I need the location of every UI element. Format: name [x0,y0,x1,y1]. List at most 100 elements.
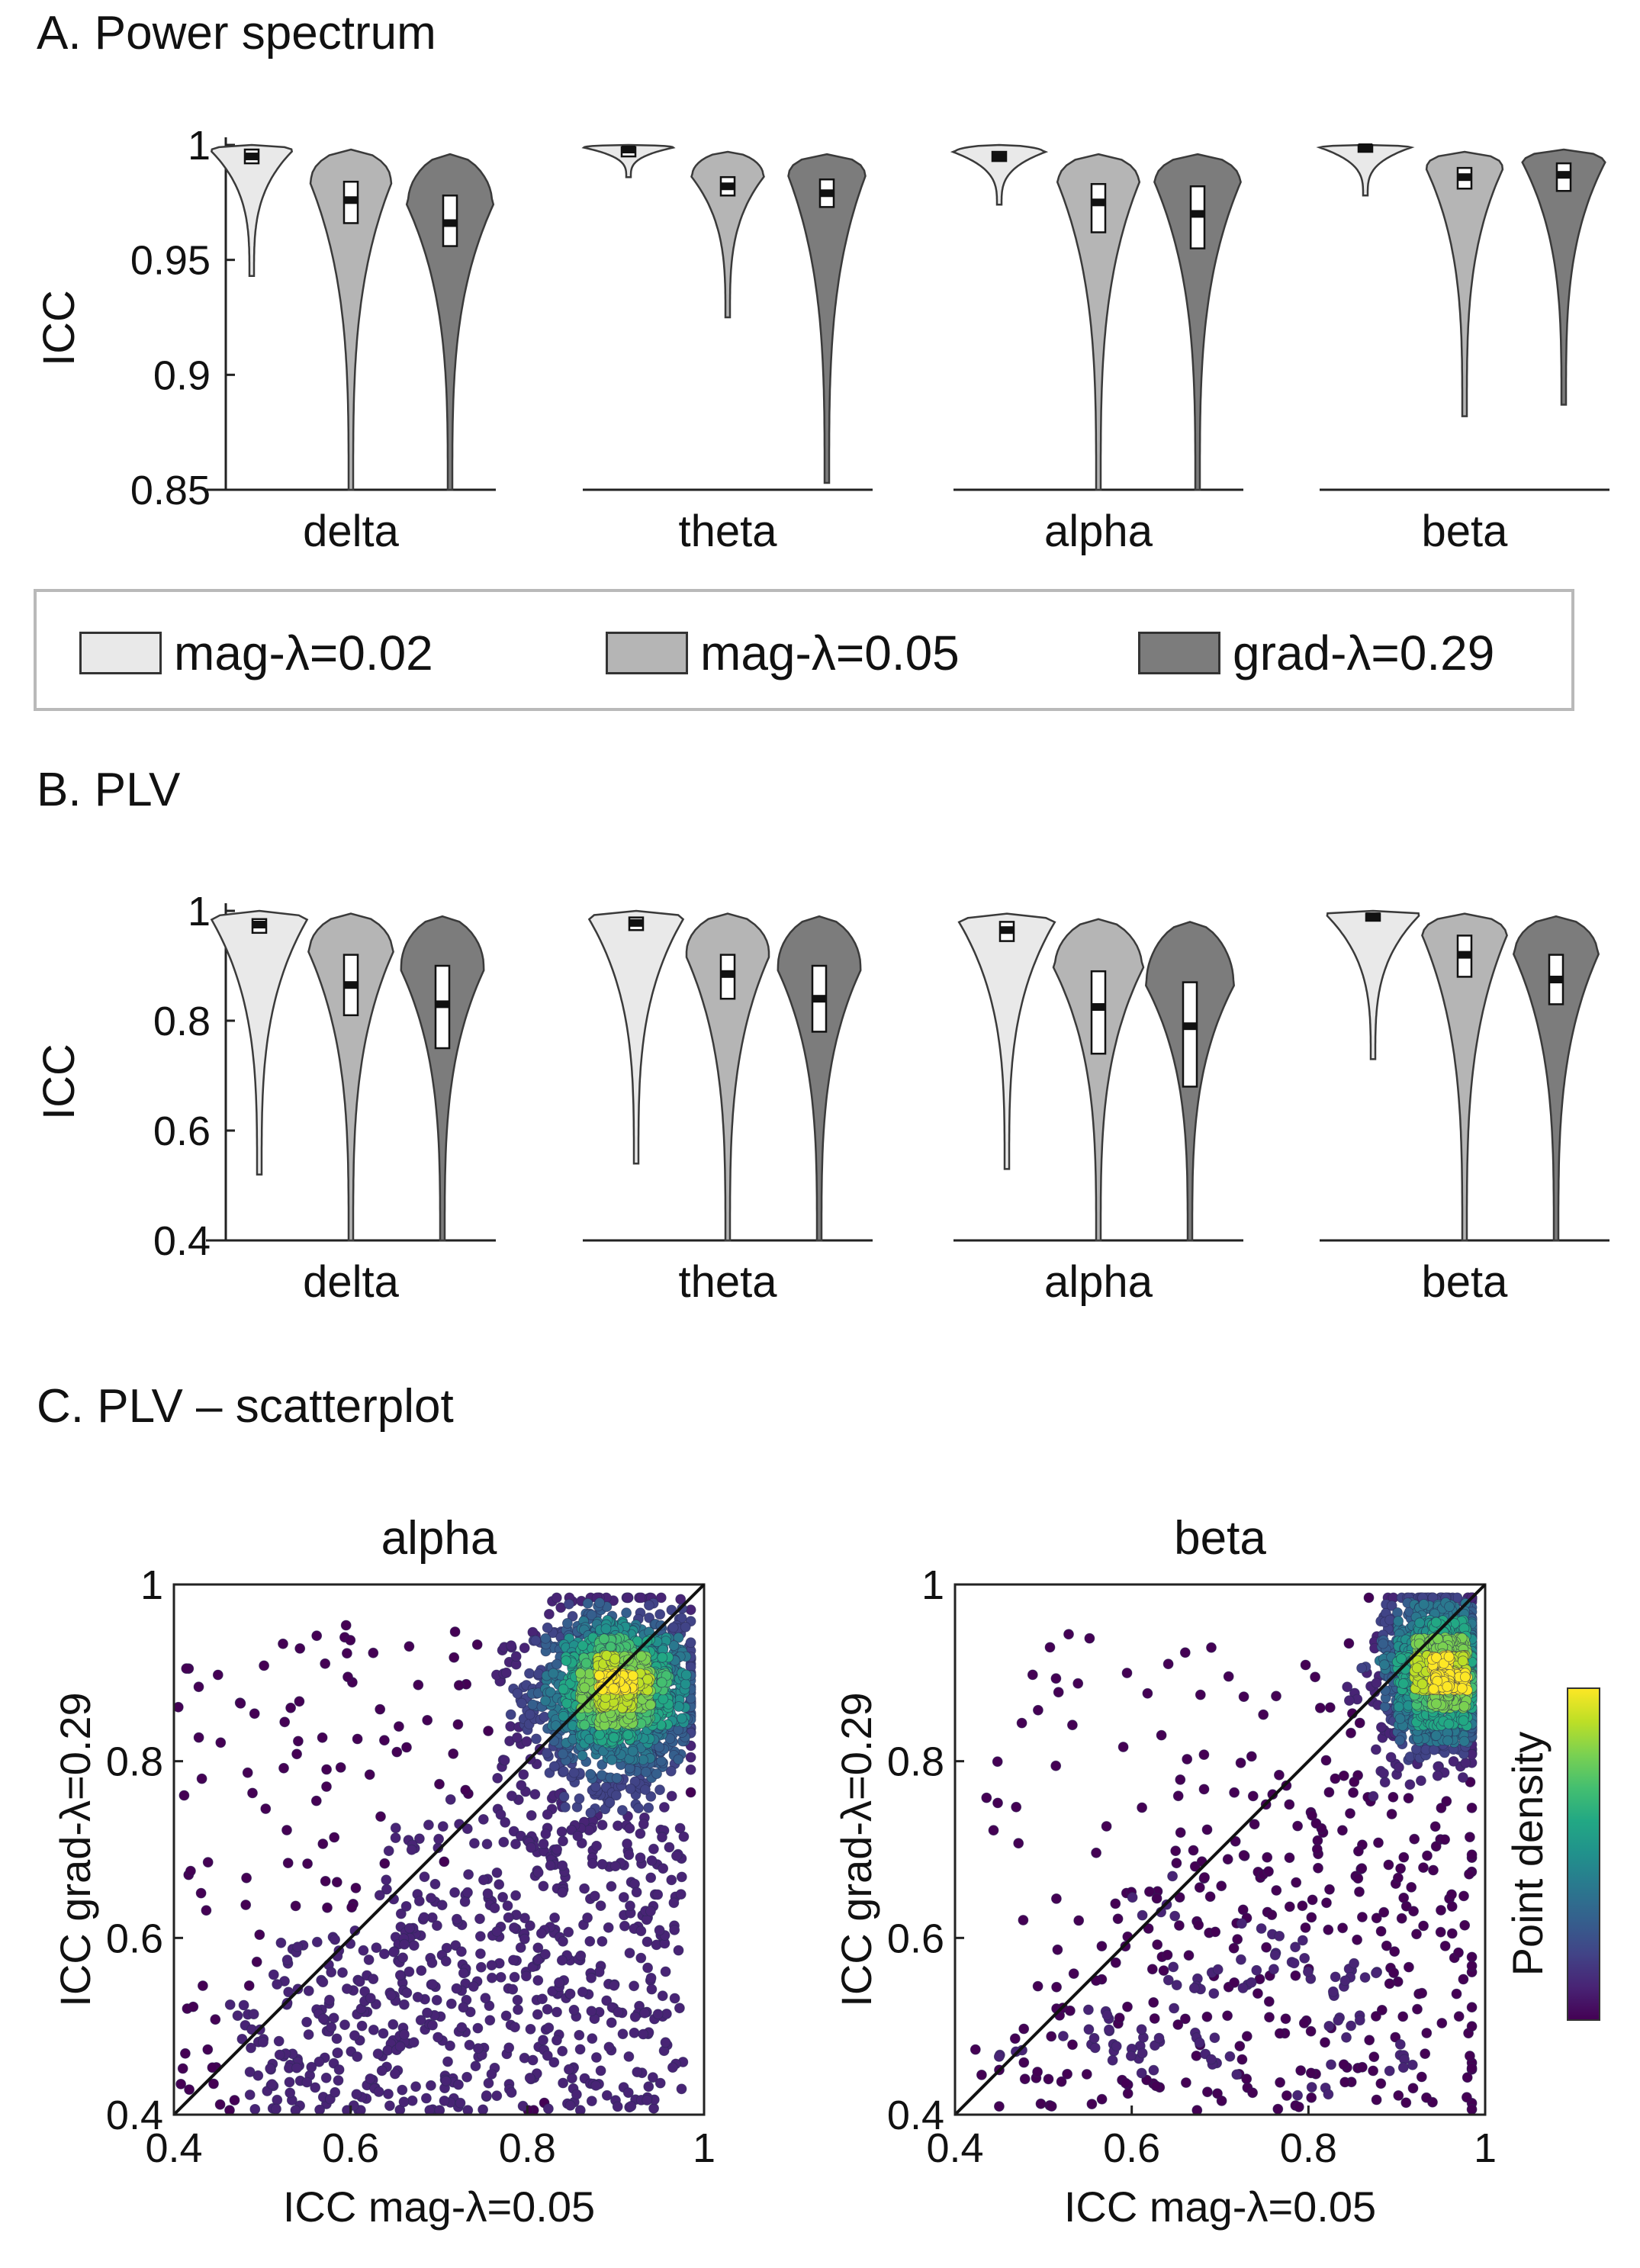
scatter-point [557,1887,568,1898]
scatter-point [363,1954,375,1965]
median-marker [622,146,635,154]
scatter-point [1320,2037,1330,2048]
scatter-point [352,2051,363,2062]
scatter-point [1407,2059,1418,2070]
scatter-point [461,2071,472,2083]
scatter-point [371,1942,382,1953]
scatter-point [390,1822,401,1834]
scatter-point [1101,1821,1112,1832]
scatter-point [375,1811,386,1822]
violin-alpha-1 [1056,153,1141,491]
y-tick-label: 0.8 [153,999,211,1044]
scatter-point [1368,2051,1380,2063]
scatter-point [579,1883,590,1894]
scatter-point [1394,2039,1406,2050]
scatter-point [1354,1887,1365,1897]
scatter-point [657,1652,668,1663]
colorbar [1567,1687,1600,2021]
scatter-point [238,1999,249,2011]
scatter-point [404,1641,415,1652]
scatter-point [535,1928,547,1939]
category-label-beta: beta [1422,1257,1509,1307]
legend-label: mag-λ=0.02 [174,626,433,680]
scatter-point [635,1852,646,1863]
scatter-point [575,1668,586,1679]
scatter-point [1209,2032,1220,2044]
scatter-point [1046,2031,1057,2042]
scatter-point [680,1669,692,1681]
scatter-point [556,1954,568,1966]
scatter-point [1398,1678,1409,1689]
scatter-point [258,2037,269,2048]
x-tick-label: 1 [1474,2125,1497,2171]
scatter-point [1149,2013,1160,2024]
scatter-point [271,2103,281,2115]
scatter-point [1162,1658,1174,1670]
scatter-point [1378,1906,1390,1918]
scatter-point [354,1976,365,1987]
scatter-point [278,1762,289,1774]
median-marker [443,219,457,227]
scatter-point [500,2010,512,2022]
scatter-point [1067,2039,1078,2051]
scatter-point [1357,1912,1368,1922]
scatter-point [292,1736,304,1747]
scatter-point [249,1708,260,1719]
scatter-point [1376,1722,1387,1733]
scatter-point [654,2077,666,2089]
scatter-point [350,1883,362,1893]
scatter-point [551,1658,562,1670]
scatter-point [260,1803,272,1814]
x-axis-label: ICC mag-λ=0.05 [1064,2183,1376,2231]
scatter-point [453,2079,464,2090]
scatter-point [521,1970,532,1982]
scatter-point [1169,1910,1181,1922]
scatter-point [243,1980,255,1991]
scatter-point [378,1735,390,1746]
scatter-point [635,1651,647,1662]
scatter-point [449,1652,460,1663]
scatter-point [660,1966,671,1977]
scatter-point [577,1750,588,1761]
scatter-point [374,1890,385,1901]
scatter-point [676,2083,687,2095]
scatter-point [483,2077,494,2089]
scatter-point [509,1922,519,1933]
x-tick-label: 0.6 [322,2125,379,2171]
scatter-point [1408,1906,1419,1917]
scatter-point [251,1956,262,1967]
violin-delta-1 [307,912,394,1242]
scatter-point [654,1742,665,1753]
scatter-point [1137,1802,1147,1813]
scatter-point [1295,2065,1307,2076]
scatter-point [1306,1912,1317,1923]
scatter-point [641,1766,651,1777]
scatter-point [460,1784,471,1796]
scatter-point [458,1967,469,1979]
scatter-point [399,1999,410,2010]
scatter-point [509,1971,520,1983]
scatter-point [1446,1889,1457,1900]
scatter-point [646,1855,658,1866]
scatter-point [613,2006,624,2018]
scatter-point [543,2103,554,2115]
scatter-point [1162,1949,1173,1961]
y-tick-label: 1 [188,123,211,169]
scatter-point [1327,1986,1339,1997]
scatter-point [410,2081,421,2093]
scatter-point [674,2003,685,2014]
scatter-point [475,1948,486,1959]
scatter-point [587,1858,598,1869]
scatter-point [532,1954,544,1965]
scatter-point [558,1748,568,1760]
scatter-point [301,2016,313,2028]
scatter-point [608,1732,619,1743]
scatter-point [1306,2092,1317,2103]
scatter-point [365,2073,376,2084]
scatter-point [195,1887,207,1899]
scatter-point [638,1819,649,1830]
scatter-point [317,1732,328,1743]
scatter-point [1420,2048,1431,2059]
violin-beta-2 [1521,148,1606,406]
scatter-point [571,2089,582,2100]
